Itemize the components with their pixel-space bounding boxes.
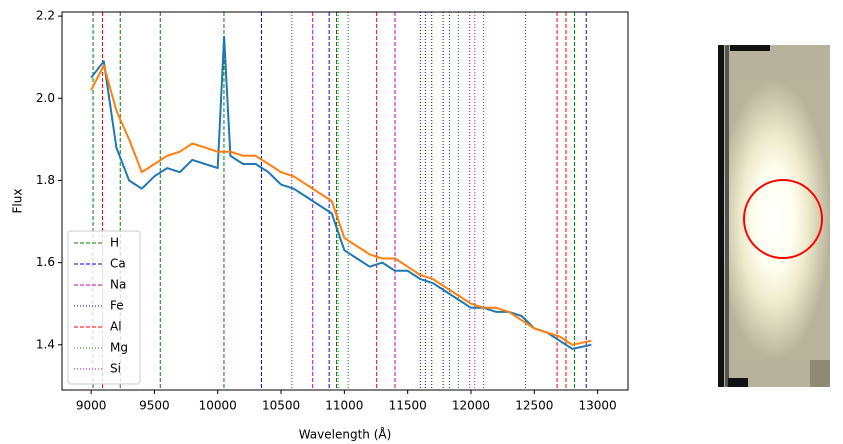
- plot-area: [91, 12, 591, 390]
- x-tick-label: 12000: [452, 399, 490, 413]
- x-axis-label: Wavelength (Å): [299, 427, 392, 442]
- legend-label: H: [110, 236, 119, 250]
- x-tick-label: 12500: [515, 399, 553, 413]
- spectrum-line: [91, 65, 591, 344]
- x-tick-label: 11000: [325, 399, 363, 413]
- y-tick-label: 1.4: [36, 337, 55, 351]
- y-tick-label: 1.8: [36, 173, 55, 187]
- legend: H Ca Na Fe Al Mg Si: [68, 231, 140, 384]
- x-tick-label: 9000: [76, 399, 107, 413]
- legend-label: Si: [110, 362, 121, 376]
- plot-frame: [62, 12, 628, 390]
- legend-label: Mg: [110, 341, 128, 355]
- legend-label: Al: [110, 320, 122, 334]
- x-tick-label: 13000: [579, 399, 617, 413]
- figure: Wavelength (Å) Flux 9000 9500 10000 10500 11…: [0, 0, 843, 444]
- y-axis-label: Flux: [11, 189, 25, 214]
- legend-label: Na: [110, 278, 126, 292]
- y-tick-label: 1.6: [36, 255, 55, 269]
- thumbnail-image: [718, 45, 830, 387]
- x-tick-label: 11500: [389, 399, 427, 413]
- y-tick-label: 2.0: [36, 91, 55, 105]
- x-tick-label: 10500: [262, 399, 300, 413]
- spectrum-line: [91, 37, 591, 349]
- legend-label: Fe: [110, 299, 124, 313]
- x-tick-label: 10000: [199, 399, 237, 413]
- legend-box: [68, 231, 140, 384]
- x-tick-label: 9500: [139, 399, 170, 413]
- y-tick-label: 2.2: [36, 9, 55, 23]
- legend-label: Ca: [110, 257, 126, 271]
